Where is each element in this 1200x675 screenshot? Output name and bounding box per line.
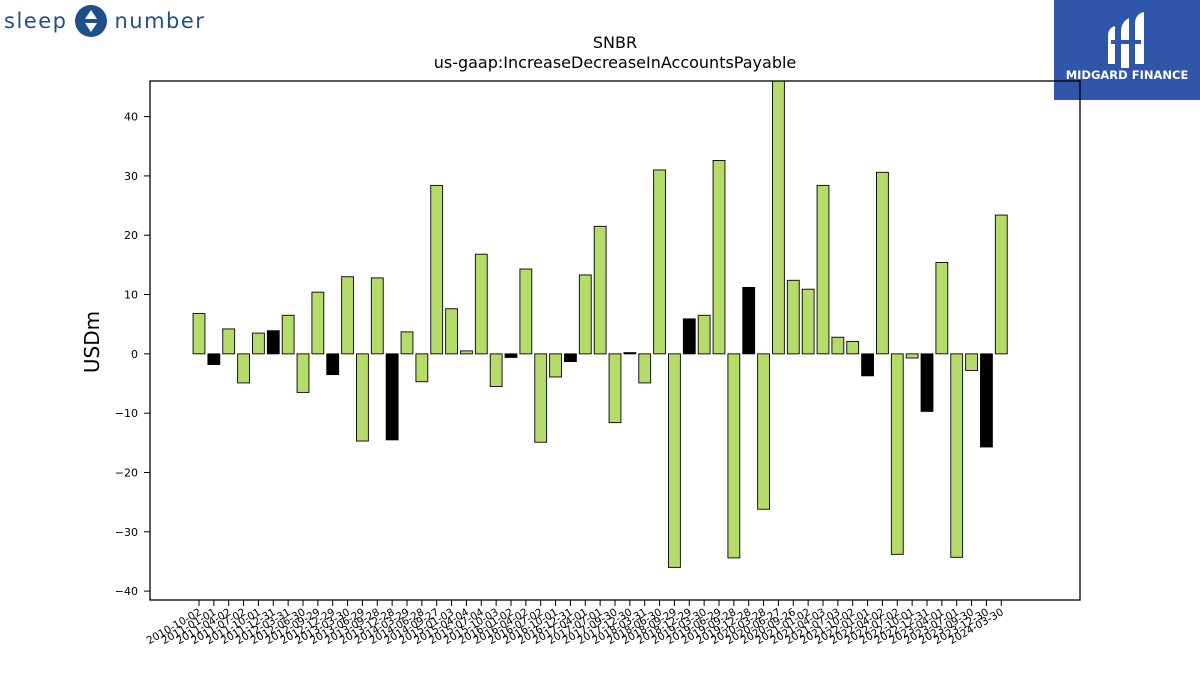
bar [311,291,325,355]
bar [296,353,310,393]
bar [653,169,666,355]
midgard-finance-name: MIDGARD FINANCE [1065,68,1189,82]
x-axis: 2010-10-022011-01-012011-04-022011-07-02… [145,600,1006,647]
bar [638,353,652,384]
bar [861,353,874,377]
bar [370,277,384,355]
bar [950,353,964,558]
bar [222,328,236,355]
bar [252,332,265,355]
bar [489,353,503,387]
bar [192,313,206,355]
bar [786,279,800,355]
bar [623,352,637,355]
plot-frame [149,80,1081,601]
bar [341,276,354,355]
y-tick-label: 40 [124,111,138,124]
bar [980,353,993,448]
midgard-emblem-icon [1108,12,1144,68]
bar [237,353,250,384]
bar [742,286,756,355]
bar [504,353,518,358]
bar [727,353,741,559]
bar [326,353,340,376]
bar [593,225,607,355]
chart-title: SNBR [593,33,637,52]
midgard-finance-logo: MIDGARD FINANCE [1054,0,1200,100]
bars-group [192,80,1008,568]
bar [207,353,221,365]
bar [757,353,770,510]
bar [965,353,978,371]
bar [890,353,904,555]
logo-word-sleep: sleep [4,9,68,33]
bar [519,268,533,355]
y-tick-label: 10 [124,289,138,302]
logo-word-number: number [114,9,206,33]
bar [697,314,711,355]
bar [935,262,949,355]
y-tick-label: 30 [124,170,138,183]
bar [460,350,473,355]
bar [905,353,919,359]
bar [266,330,280,355]
bar [564,353,577,363]
bar [474,253,488,355]
bar [816,184,830,355]
y-tick-label: −30 [115,526,138,539]
bar [400,331,414,355]
bar [772,80,785,355]
bar [445,308,458,355]
sleep-number-logo: sleep number [4,4,205,38]
y-tick-label: −40 [115,585,138,598]
bar [534,353,548,443]
y-tick-label: −10 [115,407,138,420]
bar [608,353,622,424]
chart-subtitle: us-gaap:IncreaseDecreaseInAccountsPayabl… [434,53,797,72]
bar [801,288,815,355]
y-tick-label: 20 [124,229,138,242]
bar [385,353,399,441]
bar [549,353,562,378]
bar [920,353,934,412]
bar [712,160,726,355]
bar [994,214,1008,355]
bar [430,184,444,355]
bar [668,353,681,568]
bar [281,314,295,355]
diamond-arrows-icon [75,5,108,37]
bar [415,353,429,383]
bar [356,353,369,442]
y-tick-label: 0 [131,348,138,361]
y-axis: −40 −30 −20 −10 0 10 20 30 40 [115,111,150,598]
bar [578,274,592,355]
bar [682,318,696,355]
y-axis-label: USDm [80,311,104,373]
bar [876,171,889,355]
y-tick-label: −20 [115,466,138,479]
bar [831,336,845,355]
bar [846,340,860,355]
